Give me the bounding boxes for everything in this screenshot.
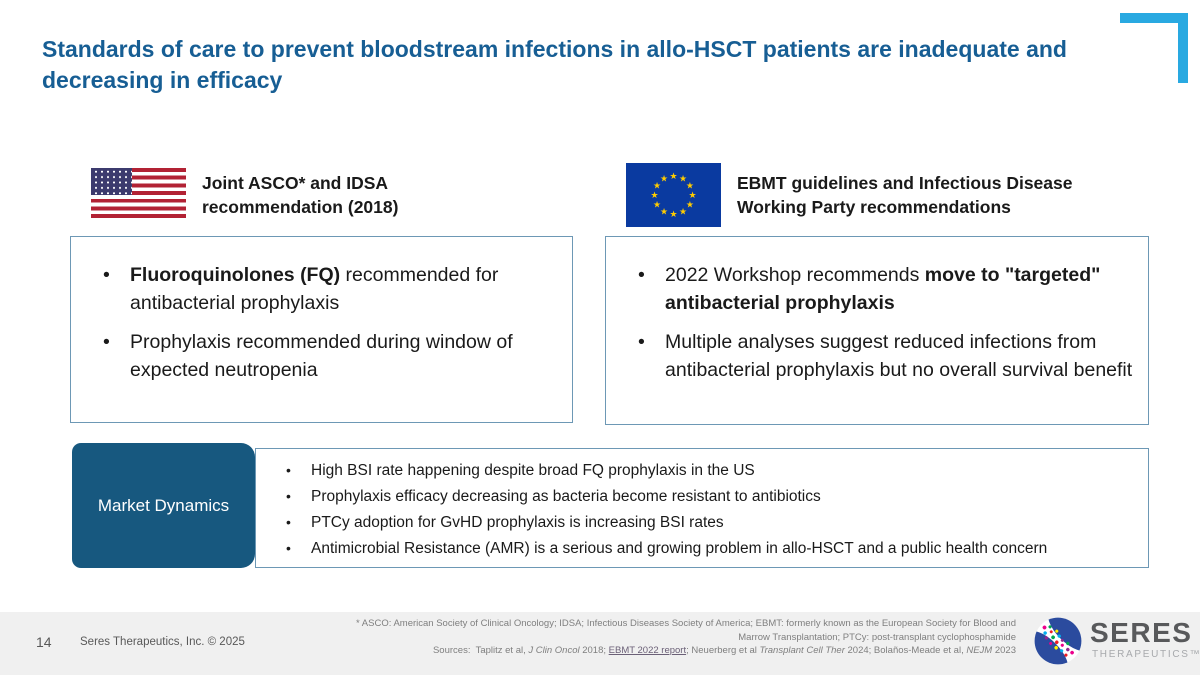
svg-text:★: ★ bbox=[669, 172, 677, 182]
bullet-bold-text: Fluoroquinolones (FQ) bbox=[130, 264, 341, 286]
sources-text: ; Neuerberg et al bbox=[686, 645, 760, 656]
svg-text:★: ★ bbox=[686, 182, 694, 192]
footer bbox=[0, 612, 1200, 675]
sources-text: Sources: Taplitz et al, bbox=[432, 645, 529, 656]
bullet-item: Prophylaxis recommended during window of… bbox=[103, 328, 560, 384]
journal-name: J Clin Oncol bbox=[528, 645, 580, 656]
bullet-item: High BSI rate happening despite broad FQ… bbox=[286, 461, 1138, 480]
svg-text:★: ★ bbox=[669, 210, 677, 220]
us-heading-line1: Joint ASCO* and IDSA bbox=[202, 173, 389, 193]
svg-text:★: ★ bbox=[660, 207, 668, 217]
us-heading-line2: recommendation (2018) bbox=[202, 197, 399, 217]
eu-bullet-list: 2022 Workshop recommends move to "target… bbox=[606, 237, 1148, 384]
eu-flag-icon: ★ ★ ★ ★ ★ ★ ★ ★ ★ ★ ★ ★ bbox=[626, 163, 721, 227]
eu-section-heading: EBMT guidelines and Infectious Disease W… bbox=[737, 171, 1073, 219]
bullet-item: PTCy adoption for GvHD prophylaxis is in… bbox=[286, 513, 1138, 532]
seres-logo: SERES THERAPEUTICS™ bbox=[1032, 615, 1200, 667]
ebmt-report-link[interactable]: EBMT 2022 report bbox=[608, 645, 687, 656]
corner-accent-icon bbox=[1120, 13, 1188, 23]
market-dynamics-label: Market Dynamics bbox=[97, 495, 230, 515]
svg-text:★: ★ bbox=[653, 182, 661, 192]
bullet-item: 2022 Workshop recommends move to "target… bbox=[638, 261, 1136, 317]
seres-wordmark: SERES bbox=[1090, 617, 1193, 648]
journal-name: Transplant Cell Ther bbox=[759, 645, 845, 656]
us-bullet-list: Fluoroquinolones (FQ) recommended for an… bbox=[71, 237, 572, 384]
us-section-heading: Joint ASCO* and IDSA recommendation (201… bbox=[202, 171, 398, 219]
eu-recommendations-box: 2022 Workshop recommends move to "target… bbox=[605, 236, 1149, 425]
bullet-item: Prophylaxis efficacy decreasing as bacte… bbox=[286, 487, 1138, 506]
seres-logo-icon bbox=[1034, 617, 1082, 665]
eu-heading-line1: EBMT guidelines and Infectious Disease bbox=[737, 173, 1073, 193]
bullet-item: Fluoroquinolones (FQ) recommended for an… bbox=[103, 261, 560, 317]
footnote-line1: * ASCO: American Society of Clinical Onc… bbox=[355, 618, 1016, 629]
copyright-text: Seres Therapeutics, Inc. © 2025 bbox=[80, 636, 245, 648]
svg-text:★: ★ bbox=[688, 191, 696, 201]
svg-text:★: ★ bbox=[679, 207, 687, 217]
svg-text:★: ★ bbox=[650, 191, 658, 201]
footnote: * ASCO: American Society of Clinical Onc… bbox=[304, 617, 1016, 658]
us-flag-icon bbox=[91, 168, 186, 218]
sources-text: 2023 bbox=[992, 645, 1016, 656]
market-dynamics-label-box: Market Dynamics bbox=[72, 443, 255, 568]
us-flag-canton bbox=[91, 168, 132, 195]
bullet-bold-text: move to "targeted" antibacterial prophyl… bbox=[665, 264, 1101, 314]
us-recommendations-box: Fluoroquinolones (FQ) recommended for an… bbox=[70, 236, 573, 423]
page-number: 14 bbox=[36, 634, 52, 650]
eu-heading-line2: Working Party recommendations bbox=[737, 197, 1011, 217]
sources-text: 2024; Bolaños-Meade et al, bbox=[844, 645, 967, 656]
bullet-item: Multiple analyses suggest reduced infect… bbox=[638, 328, 1136, 384]
svg-text:★: ★ bbox=[660, 175, 668, 185]
svg-text:★: ★ bbox=[686, 201, 694, 211]
bullet-text: 2022 Workshop recommends bbox=[665, 264, 925, 286]
seres-subtext: THERAPEUTICS™ bbox=[1092, 649, 1200, 660]
svg-text:★: ★ bbox=[679, 175, 687, 185]
sources-line: Sources: Taplitz et al, J Clin Oncol 201… bbox=[304, 644, 1016, 658]
corner-accent-icon bbox=[1178, 13, 1188, 83]
sources-text: 2018; bbox=[579, 645, 609, 656]
market-dynamics-box: High BSI rate happening despite broad FQ… bbox=[255, 448, 1149, 568]
svg-text:★: ★ bbox=[653, 201, 661, 211]
footnote-line2: Marrow Transplantation; PTCy: post-trans… bbox=[738, 631, 1016, 643]
market-bullet-list: High BSI rate happening despite broad FQ… bbox=[256, 449, 1148, 569]
page-title: Standards of care to prevent bloodstream… bbox=[42, 36, 1067, 93]
bullet-item: Antimicrobial Resistance (AMR) is a seri… bbox=[286, 539, 1138, 558]
bullet-text: recommended for antibacterial prophylaxi… bbox=[130, 264, 499, 314]
journal-name: NEJM bbox=[966, 645, 993, 656]
